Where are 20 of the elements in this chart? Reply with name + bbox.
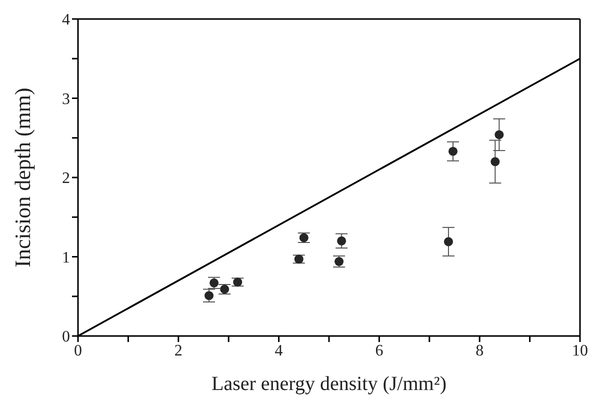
y-axis-title: Incision depth (mm) xyxy=(10,88,35,268)
y-tick-label: 3 xyxy=(62,90,70,108)
x-tick-label: 2 xyxy=(174,342,182,360)
point xyxy=(204,291,214,300)
y-tick-label: 2 xyxy=(62,170,70,188)
x-tick-label: 6 xyxy=(375,342,384,360)
point xyxy=(448,146,458,156)
x-axis-title: Laser energy density (J/mm²) xyxy=(211,373,447,395)
point xyxy=(444,237,453,246)
point xyxy=(294,254,304,264)
y-tick-label: 4 xyxy=(62,12,70,29)
x-tick-label: 10 xyxy=(572,342,588,360)
x-tick-label: 8 xyxy=(476,342,484,360)
x-tick-label: 0 xyxy=(74,342,82,360)
y-tick-label: 1 xyxy=(62,249,70,266)
point xyxy=(494,130,504,140)
point xyxy=(490,157,500,166)
x-tick-label: 4 xyxy=(274,342,283,360)
point xyxy=(337,236,346,246)
y-tick-label: 0 xyxy=(62,328,70,346)
